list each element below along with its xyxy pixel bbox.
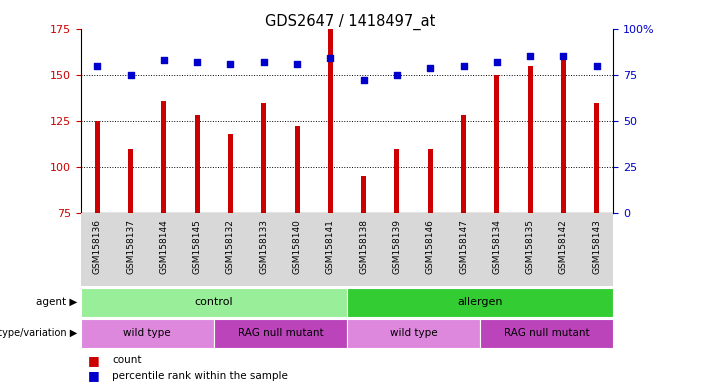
Text: GSM158144: GSM158144 (159, 219, 168, 274)
Point (258, 59, 269, 65)
Point (358, 77, 369, 83)
Point (158, 57, 170, 63)
Bar (161, 101, 166, 213)
Bar (461, 116, 466, 213)
Bar (347, 288, 613, 317)
Text: percentile rank within the sample: percentile rank within the sample (112, 371, 288, 381)
Text: wild type: wild type (123, 328, 171, 338)
Point (191, 59, 203, 65)
Text: GSM158138: GSM158138 (359, 219, 368, 274)
Point (491, 59, 503, 65)
Point (391, 72, 402, 78)
Text: GSM158133: GSM158133 (259, 219, 268, 274)
Text: ■: ■ (88, 354, 100, 367)
Bar (594, 103, 599, 213)
Bar (81, 288, 347, 317)
Bar (294, 126, 299, 213)
Point (325, 55, 336, 61)
Text: GSM158139: GSM158139 (393, 219, 402, 274)
Bar (528, 66, 533, 213)
Text: GSM158147: GSM158147 (459, 219, 468, 274)
Text: RAG null mutant: RAG null mutant (238, 328, 323, 338)
Bar (214, 319, 347, 348)
Text: GSM158134: GSM158134 (492, 219, 501, 274)
Point (92, 63, 103, 69)
Text: GSM158140: GSM158140 (292, 219, 301, 274)
Point (125, 72, 136, 78)
Bar (81, 319, 214, 348)
Text: GSM158137: GSM158137 (126, 219, 135, 274)
Bar (428, 149, 433, 213)
Bar (395, 149, 400, 213)
Point (458, 63, 469, 69)
Point (591, 63, 602, 69)
Text: GDS2647 / 1418497_at: GDS2647 / 1418497_at (265, 13, 436, 30)
Bar (328, 29, 333, 213)
Bar (95, 121, 100, 213)
Text: genotype/variation ▶: genotype/variation ▶ (0, 328, 77, 338)
Text: GSM158142: GSM158142 (559, 219, 568, 274)
Text: GSM158132: GSM158132 (226, 219, 235, 274)
Bar (228, 134, 233, 213)
Text: control: control (194, 297, 233, 308)
Text: GSM158141: GSM158141 (326, 219, 335, 274)
Text: count: count (112, 355, 142, 365)
Point (558, 53, 569, 60)
Text: ■: ■ (88, 369, 100, 382)
Bar (128, 149, 133, 213)
Bar (561, 56, 566, 213)
Bar (195, 116, 200, 213)
Point (292, 61, 303, 67)
Text: wild type: wild type (390, 328, 437, 338)
Text: GSM158146: GSM158146 (426, 219, 435, 274)
Point (225, 61, 236, 67)
Text: GSM158136: GSM158136 (93, 219, 102, 274)
Text: allergen: allergen (458, 297, 503, 308)
Text: GSM158143: GSM158143 (592, 219, 601, 274)
Point (524, 53, 536, 60)
Text: GSM158135: GSM158135 (526, 219, 535, 274)
Bar (480, 319, 613, 348)
Point (425, 65, 436, 71)
Bar (494, 75, 499, 213)
Text: agent ▶: agent ▶ (36, 297, 77, 308)
Bar (261, 103, 266, 213)
Bar (347, 319, 480, 348)
Bar (361, 176, 366, 213)
Text: RAG null mutant: RAG null mutant (504, 328, 590, 338)
Text: GSM158145: GSM158145 (193, 219, 202, 274)
